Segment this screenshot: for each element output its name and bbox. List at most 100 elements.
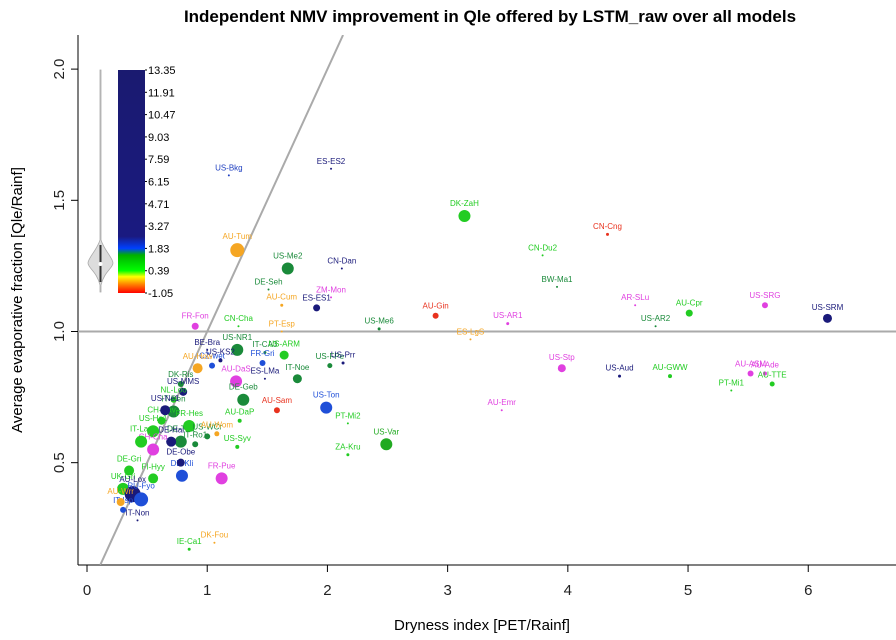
colorbar-tick-label: 3.27 — [148, 221, 169, 233]
point-label: ZM-Mon — [316, 285, 346, 294]
violin-median — [98, 262, 103, 266]
colorbar-tick-label: 11.91 — [148, 87, 175, 99]
colorbar-tick-label: 10.47 — [148, 110, 176, 122]
point-label: UK-Gri — [111, 472, 136, 481]
point — [267, 288, 270, 291]
point — [166, 436, 177, 447]
point — [377, 327, 381, 331]
colorbar-tick-label: 6.15 — [148, 177, 169, 189]
point-label: US-Ha1 — [139, 414, 168, 423]
point-label: PT-Mi1 — [719, 379, 745, 388]
point — [147, 425, 160, 438]
colorbar-tick-label: 1.83 — [148, 243, 169, 255]
point — [313, 304, 321, 312]
x-tick-label: 1 — [203, 582, 211, 599]
point-label: US-Ton — [313, 391, 340, 400]
y-tick-label: 2.0 — [51, 59, 68, 80]
point-label: US-AR1 — [493, 311, 523, 320]
point-label: US-ARM — [268, 340, 300, 349]
point — [273, 407, 280, 414]
point — [230, 375, 243, 388]
point-label: FR-Hes — [175, 409, 203, 418]
point — [761, 302, 768, 309]
point-label: AU-Cum — [266, 293, 297, 302]
point — [170, 396, 177, 403]
point — [191, 322, 199, 330]
point-label: IT-Lav — [130, 425, 152, 434]
y-tick-label: 1.0 — [51, 321, 68, 342]
point-label: IT-CA3 — [252, 340, 277, 349]
colorbar-tick-label: 9.03 — [148, 132, 169, 144]
point — [556, 285, 559, 288]
point-label: AU-GWW — [652, 363, 688, 372]
point-label: US-Me2 — [273, 252, 303, 261]
point-label: RU-Fyo — [127, 481, 155, 490]
point-label: FI-Hyy — [141, 462, 165, 471]
point-label: AU-Tum — [223, 232, 253, 241]
point — [235, 444, 240, 449]
point-label: US-Me6 — [364, 316, 394, 325]
point — [541, 254, 544, 257]
point-label: CH-Cha — [139, 433, 168, 442]
point — [259, 359, 266, 366]
point-label: IE-Ca1 — [177, 537, 202, 546]
point-label: ES-LgS — [457, 327, 485, 336]
point — [230, 243, 245, 258]
point — [346, 422, 349, 425]
point-label: AU-How — [183, 352, 213, 361]
point-label: DK-Fou — [201, 531, 229, 540]
point-label: DE-Obe — [166, 448, 195, 457]
point-label: PT-Esp — [269, 319, 296, 328]
point — [157, 416, 166, 425]
point-label: FR-Pue — [208, 461, 236, 470]
point — [263, 377, 266, 380]
point — [192, 363, 203, 374]
point-label: CN-Cha — [224, 314, 253, 323]
one-to-one-line — [99, 35, 344, 565]
point-label: US-Prr — [331, 350, 356, 359]
point-label: DE-Seh — [255, 278, 283, 287]
point — [320, 401, 333, 414]
point-label: US-SRM — [812, 303, 844, 312]
x-axis-label: Dryness index [PET/Rainf] — [394, 617, 570, 634]
point — [263, 350, 267, 354]
point-label: ZA-Kru — [335, 442, 360, 451]
point — [762, 371, 767, 376]
point-label: IT-Ro1 — [183, 430, 208, 439]
point — [458, 210, 471, 223]
point — [120, 506, 127, 513]
point-label: CN-Dan — [327, 257, 356, 266]
point — [215, 472, 228, 485]
point-label: AU-DaS — [221, 364, 250, 373]
point — [606, 232, 610, 236]
point — [237, 393, 250, 406]
point — [174, 435, 187, 448]
point — [557, 364, 566, 373]
point — [280, 303, 284, 307]
x-tick-label: 4 — [564, 582, 572, 599]
point-label: US-FPe — [316, 352, 345, 361]
point-label: US-Bkg — [215, 163, 243, 172]
point-label: US-NR1 — [222, 333, 252, 342]
point-label: US-WCr — [192, 422, 222, 431]
y-axis-label: Average evaporative fraction [Qle/Rainf] — [9, 167, 26, 433]
point — [206, 348, 209, 351]
point-label: US-AR2 — [641, 314, 671, 323]
point-label: AU-Wom — [201, 420, 234, 429]
point-label: US-KS2 — [206, 347, 235, 356]
point — [176, 458, 185, 467]
point-label: AU-Wrr — [107, 487, 134, 496]
point-label: DE-Gri — [117, 455, 142, 464]
point-label: US-Syv — [224, 434, 251, 443]
point — [209, 362, 216, 369]
point — [730, 389, 733, 392]
point-label: AU-Emr — [487, 398, 516, 407]
point — [147, 443, 160, 456]
point — [213, 541, 216, 544]
colorbar-tick-label: 13.35 — [148, 65, 176, 77]
point-label: ES-ES2 — [317, 157, 346, 166]
point-label: AU-Lox — [119, 475, 146, 484]
point — [769, 381, 775, 387]
point-label: CN-Du2 — [528, 243, 557, 252]
